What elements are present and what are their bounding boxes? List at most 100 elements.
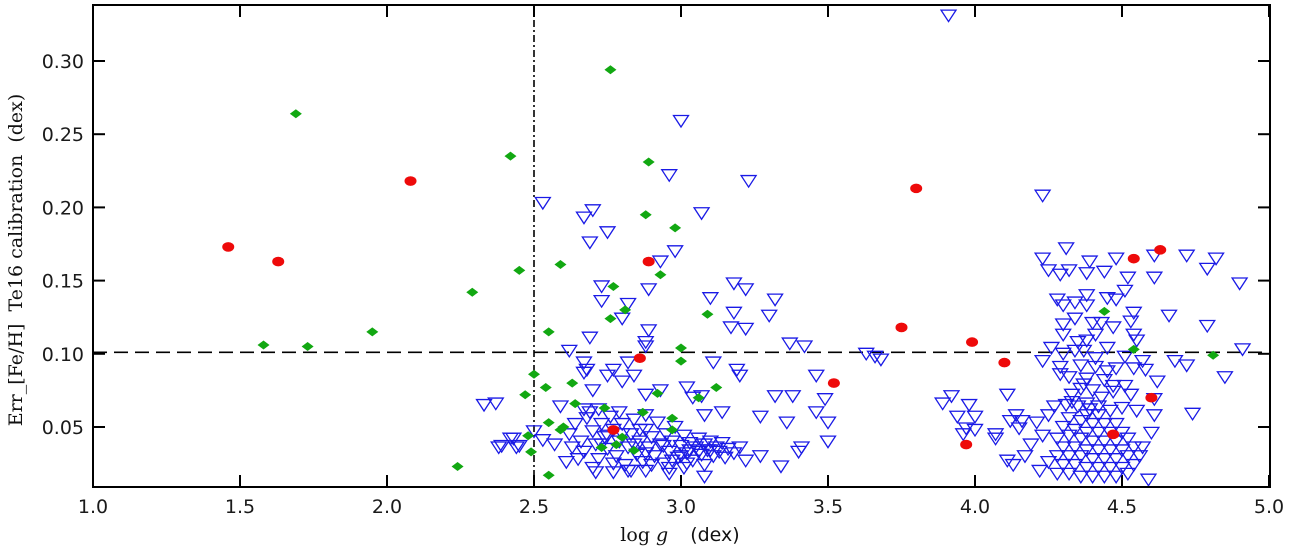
triangle-point — [1122, 388, 1140, 402]
diamond-point — [466, 287, 479, 297]
diamond-point — [289, 109, 302, 119]
triangle-point — [639, 324, 658, 338]
triangle-point — [778, 416, 796, 430]
triangle-point — [1160, 309, 1178, 323]
triangle-point — [1060, 371, 1078, 385]
triangle-point — [1086, 352, 1105, 366]
triangle-point — [598, 226, 617, 240]
x-axis-label-symbol: g — [656, 524, 668, 546]
triangle-point — [1125, 458, 1143, 473]
x-tick-label: 3.5 — [813, 496, 843, 518]
triangle-point — [551, 400, 570, 414]
data-points — [222, 9, 1252, 487]
circle-point — [827, 378, 840, 388]
triangle-point — [1078, 299, 1096, 313]
triangle-point — [601, 410, 620, 424]
triangle-point — [692, 207, 711, 221]
x-axis-label: log g (dex) — [620, 524, 739, 546]
triangle-point — [1101, 444, 1119, 458]
triangle-point — [563, 441, 581, 455]
triangle-point — [986, 428, 1005, 442]
triangle-point — [1104, 321, 1122, 335]
triangle-point — [1122, 315, 1140, 329]
x-tick-label: 4.0 — [960, 496, 990, 518]
triangle-point — [1233, 343, 1252, 357]
diamond-point — [627, 445, 640, 455]
triangle-point — [695, 458, 714, 473]
diamond-point — [257, 340, 270, 350]
triangle-point — [584, 204, 602, 218]
triangle-point — [610, 406, 628, 420]
diamond-point — [557, 422, 570, 432]
triangle-point — [492, 439, 511, 454]
triangle-point — [672, 450, 690, 464]
y-tick-labels: 0.05 0.10 0.15 0.20 0.25 0.30 — [42, 51, 84, 439]
triangle-point — [675, 429, 693, 443]
triangle-point — [581, 236, 599, 250]
diamond-point — [301, 341, 314, 351]
triangle-point — [731, 441, 749, 455]
triangle-point — [1060, 264, 1078, 278]
triangle-point — [654, 439, 673, 454]
triangle-point — [725, 447, 743, 461]
diamond-point — [654, 270, 667, 280]
triangle-point — [1078, 461, 1096, 476]
triangle-point — [689, 445, 708, 460]
triangle-point — [751, 450, 770, 464]
y-tick-label: 0.05 — [42, 417, 84, 439]
triangle-point — [1048, 467, 1067, 482]
triangle-point — [819, 435, 837, 449]
triangle-point — [566, 417, 584, 432]
triangle-point — [1101, 461, 1119, 476]
diamond-point — [566, 378, 579, 388]
diamond-point — [528, 369, 540, 379]
triangle-point — [719, 442, 737, 457]
triangle-point — [1033, 252, 1052, 266]
triangle-point — [1216, 371, 1234, 385]
triangle-point — [1133, 354, 1152, 369]
y-tick-label: 0.25 — [42, 124, 84, 146]
triangle-point — [736, 283, 755, 297]
triangle-point — [1066, 312, 1084, 326]
diamond-point — [513, 265, 526, 275]
triangle-point — [613, 312, 631, 326]
triangle-point — [1089, 444, 1108, 458]
triangle-point — [619, 297, 637, 312]
triangle-point — [560, 428, 578, 442]
triangle-point — [1063, 395, 1081, 410]
triangle-point — [954, 428, 972, 442]
triangle-point — [1095, 470, 1114, 484]
triangle-point — [613, 417, 631, 432]
diamond-point — [607, 281, 620, 291]
triangle-point — [684, 454, 702, 468]
triangle-point — [637, 447, 655, 461]
triangle-point — [1086, 360, 1105, 375]
circle-point — [1127, 253, 1140, 264]
triangle-point — [651, 438, 670, 452]
y-axis-label: Err_[Fe/H] Te16 calibration (dex) — [5, 94, 27, 427]
triangle-point — [866, 350, 884, 364]
diamond-point — [639, 210, 652, 220]
triangle-point — [760, 309, 778, 323]
x-tick-labels: 1.0 1.5 2.0 2.5 3.0 3.5 4.0 4.5 5.0 — [78, 496, 1284, 518]
triangle-point — [678, 447, 696, 461]
diamond-point — [522, 431, 535, 441]
triangle-point — [1125, 306, 1143, 320]
triangle-point — [584, 384, 602, 398]
diamond-point — [604, 314, 617, 324]
triangle-point — [1057, 242, 1075, 256]
diamond-point — [610, 440, 623, 450]
x-tick-label: 5.0 — [1254, 496, 1284, 518]
triangle-point — [736, 322, 755, 337]
triangle-point — [1039, 264, 1058, 278]
triangle-point — [942, 390, 961, 404]
triangle-point — [1183, 407, 1202, 422]
circle-point — [222, 242, 235, 252]
triangle-point — [1075, 378, 1093, 392]
triangle-point — [1107, 293, 1125, 307]
triangle-point — [1119, 450, 1137, 464]
triangle-point — [1107, 470, 1125, 484]
diamond-point — [525, 447, 538, 457]
triangle-point — [1066, 441, 1084, 455]
